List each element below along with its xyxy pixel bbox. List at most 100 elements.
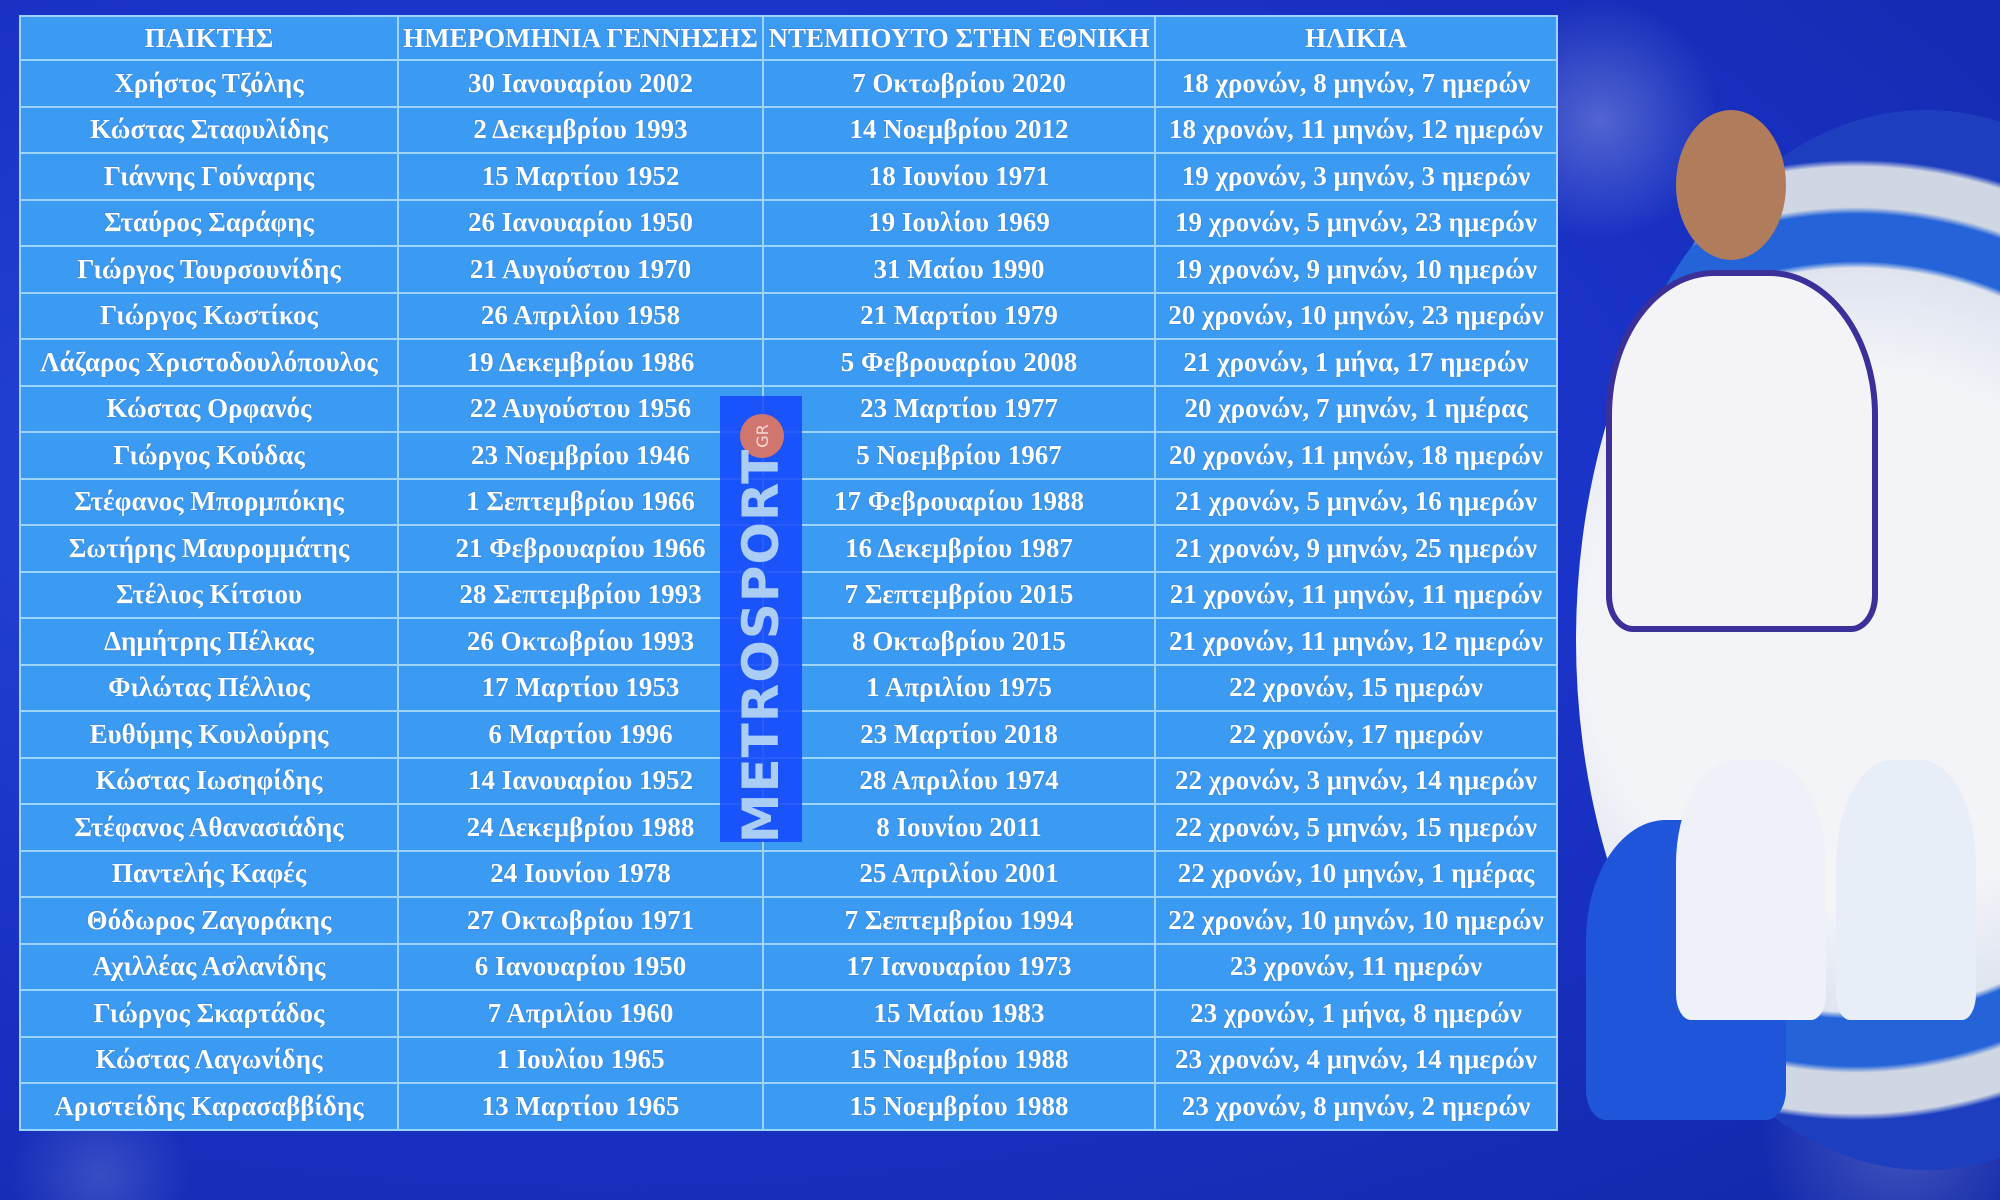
cell-player: Στέλιος Κίτσιου	[19, 570, 399, 619]
table-row: Φιλώτας Πέλλιος 17 Μαρτίου 1953 1 Απριλίου…	[19, 663, 1558, 712]
cell-debut-date: 16 Δεκεμβρίου 1987	[762, 524, 1156, 573]
table-row: Αχιλλέας Ασλανίδης 6 Ιανουαρίου 1950 17 Ια…	[19, 942, 1558, 991]
cell-player: Στέφανος Αθανασιάδης	[19, 803, 399, 852]
cell-age: 23 χρονών, 8 μηνών, 2 ημερών	[1154, 1082, 1558, 1131]
cell-birth-date: 30 Ιανουαρίου 2002	[397, 59, 764, 108]
table-row: Ευθύμης Κουλούρης 6 Μαρτίου 1996 23 Μαρτίο…	[19, 710, 1558, 759]
cell-birth-date: 1 Ιουλίου 1965	[397, 1035, 764, 1084]
table-row: Γιώργος Κωστίκος 26 Απριλίου 1958 21 Μαρτί…	[19, 291, 1558, 340]
cell-debut-date: 15 Νοεμβρίου 1988	[762, 1082, 1156, 1131]
cell-birth-date: 6 Μαρτίου 1996	[397, 710, 764, 759]
cell-age: 19 χρονών, 5 μηνών, 23 ημερών	[1154, 198, 1558, 247]
cell-birth-date: 13 Μαρτίου 1965	[397, 1082, 764, 1131]
player-figure-white-kit-2	[1676, 760, 1826, 1020]
cell-age: 22 χρονών, 3 μηνών, 14 ημερών	[1154, 756, 1558, 805]
cell-birth-date: 15 Μαρτίου 1952	[397, 152, 764, 201]
cell-player: Θόδωρος Ζαγοράκης	[19, 896, 399, 945]
table-row: Αριστείδης Καρασαββίδης 13 Μαρτίου 1965 15…	[19, 1082, 1558, 1131]
cell-player: Σταύρος Σαράφης	[19, 198, 399, 247]
cell-debut-date: 5 Νοεμβρίου 1967	[762, 431, 1156, 480]
cell-player: Στέφανος Μπορμπόκης	[19, 477, 399, 526]
cell-debut-date: 28 Απριλίου 1974	[762, 756, 1156, 805]
cell-birth-date: 23 Νοεμβρίου 1946	[397, 431, 764, 480]
cell-player: Γιάννης Γούναρης	[19, 152, 399, 201]
table-row: Γιάννης Γούναρης 15 Μαρτίου 1952 18 Ιουνίο…	[19, 152, 1558, 201]
cell-debut-date: 25 Απριλίου 2001	[762, 849, 1156, 898]
player-jersey-white	[1606, 270, 1878, 632]
cell-debut-date: 21 Μαρτίου 1979	[762, 291, 1156, 340]
table-row: Χρήστος Τζόλης 30 Ιανουαρίου 2002 7 Οκτωβρ…	[19, 59, 1558, 108]
column-header-debut-date: ΝΤΕΜΠΟΥΤΟ ΣΤΗΝ ΕΘΝΙΚΗ	[762, 15, 1156, 61]
cell-age: 19 χρονών, 3 μηνών, 3 ημερών	[1154, 152, 1558, 201]
column-header-player: ΠΑΙΚΤΗΣ	[19, 15, 399, 61]
column-header-birth-date: ΗΜΕΡΟΜΗΝΙΑ ΓΕΝΝΗΣΗΣ	[397, 15, 764, 61]
cell-debut-date: 19 Ιουλίου 1969	[762, 198, 1156, 247]
cell-player: Ευθύμης Κουλούρης	[19, 710, 399, 759]
cell-player: Παντελής Καφές	[19, 849, 399, 898]
player-figure-white-kit	[1676, 110, 1786, 260]
cell-player: Φιλώτας Πέλλιος	[19, 663, 399, 712]
table-row: Σταύρος Σαράφης 26 Ιανουαρίου 1950 19 Ιουλ…	[19, 198, 1558, 247]
cell-player: Δημήτρης Πέλκας	[19, 617, 399, 666]
cell-age: 23 χρονών, 1 μήνα, 8 ημερών	[1154, 989, 1558, 1038]
table-row: Σωτήρης Μαυρομμάτης 21 Φεβρουαρίου 1966 16…	[19, 524, 1558, 573]
cell-birth-date: 1 Σεπτεμβρίου 1966	[397, 477, 764, 526]
cell-player: Γιώργος Τουρσουνίδης	[19, 245, 399, 294]
cell-birth-date: 24 Δεκεμβρίου 1988	[397, 803, 764, 852]
cell-birth-date: 6 Ιανουαρίου 1950	[397, 942, 764, 991]
table-row: Κώστας Ιωσηφίδης 14 Ιανουαρίου 1952 28 Απρ…	[19, 756, 1558, 805]
cell-player: Κώστας Σταφυλίδης	[19, 105, 399, 154]
cell-debut-date: 15 Νοεμβρίου 1988	[762, 1035, 1156, 1084]
cell-age: 20 χρονών, 11 μηνών, 18 ημερών	[1154, 431, 1558, 480]
cell-debut-date: 15 Μαίου 1983	[762, 989, 1156, 1038]
cell-debut-date: 1 Απριλίου 1975	[762, 663, 1156, 712]
cell-age: 20 χρονών, 7 μηνών, 1 ημέρας	[1154, 384, 1558, 433]
cell-debut-date: 8 Οκτωβρίου 2015	[762, 617, 1156, 666]
cell-birth-date: 21 Αυγούστου 1970	[397, 245, 764, 294]
cell-birth-date: 22 Αυγούστου 1956	[397, 384, 764, 433]
table-row: Κώστας Λαγωνίδης 1 Ιουλίου 1965 15 Νοεμβρί…	[19, 1035, 1558, 1084]
table-row: Κώστας Σταφυλίδης 2 Δεκεμβρίου 1993 14 Νοε…	[19, 105, 1558, 154]
table-row: Στέφανος Μπορμπόκης 1 Σεπτεμβρίου 1966 17 …	[19, 477, 1558, 526]
cell-age: 18 χρονών, 8 μηνών, 7 ημερών	[1154, 59, 1558, 108]
table-row: Γιώργος Τουρσουνίδης 21 Αυγούστου 1970 31 …	[19, 245, 1558, 294]
cell-player: Αριστείδης Καρασαββίδης	[19, 1082, 399, 1131]
cell-age: 22 χρονών, 17 ημερών	[1154, 710, 1558, 759]
cell-birth-date: 26 Ιανουαρίου 1950	[397, 198, 764, 247]
header-row: ΠΑΙΚΤΗΣ ΗΜΕΡΟΜΗΝΙΑ ΓΕΝΝΗΣΗΣ ΝΤΕΜΠΟΥΤΟ ΣΤΗΝ…	[19, 15, 1558, 61]
cell-birth-date: 17 Μαρτίου 1953	[397, 663, 764, 712]
cell-age: 21 χρονών, 11 μηνών, 11 ημερών	[1154, 570, 1558, 619]
table-row: Παντελής Καφές 24 Ιουνίου 1978 25 Απριλίου…	[19, 849, 1558, 898]
table-row: Στέλιος Κίτσιου 28 Σεπτεμβρίου 1993 7 Σεπτ…	[19, 570, 1558, 619]
cell-age: 21 χρονών, 9 μηνών, 25 ημερών	[1154, 524, 1558, 573]
cell-birth-date: 27 Οκτωβρίου 1971	[397, 896, 764, 945]
cell-age: 23 χρονών, 4 μηνών, 14 ημερών	[1154, 1035, 1558, 1084]
cell-birth-date: 21 Φεβρουαρίου 1966	[397, 524, 764, 573]
cell-player: Γιώργος Κωστίκος	[19, 291, 399, 340]
cell-debut-date: 18 Ιουνίου 1971	[762, 152, 1156, 201]
cell-age: 22 χρονών, 10 μηνών, 1 ημέρας	[1154, 849, 1558, 898]
cell-age: 23 χρονών, 11 ημερών	[1154, 942, 1558, 991]
cell-player: Κώστας Ιωσηφίδης	[19, 756, 399, 805]
cell-player: Κώστας Ορφανός	[19, 384, 399, 433]
watermark-text: METROSPORT	[732, 448, 790, 844]
cell-birth-date: 7 Απριλίου 1960	[397, 989, 764, 1038]
cell-age: 22 χρονών, 15 ημερών	[1154, 663, 1558, 712]
cell-player: Σωτήρης Μαυρομμάτης	[19, 524, 399, 573]
cell-player: Χρήστος Τζόλης	[19, 59, 399, 108]
cell-age: 20 χρονών, 10 μηνών, 23 ημερών	[1154, 291, 1558, 340]
cell-debut-date: 8 Ιουνίου 2011	[762, 803, 1156, 852]
cell-birth-date: 24 Ιουνίου 1978	[397, 849, 764, 898]
cell-player: Γιώργος Σκαρτάδος	[19, 989, 399, 1038]
cell-age: 22 χρονών, 5 μηνών, 15 ημερών	[1154, 803, 1558, 852]
metrosport-watermark: GR METROSPORT	[720, 396, 802, 844]
cell-birth-date: 14 Ιανουαρίου 1952	[397, 756, 764, 805]
cell-birth-date: 26 Οκτωβρίου 1993	[397, 617, 764, 666]
table-row: Δημήτρης Πέλκας 26 Οκτωβρίου 1993 8 Οκτωβρ…	[19, 617, 1558, 666]
cell-debut-date: 14 Νοεμβρίου 2012	[762, 105, 1156, 154]
table-row: Λάζαρος Χριστοδουλόπουλος 19 Δεκεμβρίου 1…	[19, 338, 1558, 387]
cell-player: Κώστας Λαγωνίδης	[19, 1035, 399, 1084]
table-row: Στέφανος Αθανασιάδης 24 Δεκεμβρίου 1988 8 …	[19, 803, 1558, 852]
cell-age: 21 χρονών, 11 μηνών, 12 ημερών	[1154, 617, 1558, 666]
cell-debut-date: 7 Οκτωβρίου 2020	[762, 59, 1156, 108]
